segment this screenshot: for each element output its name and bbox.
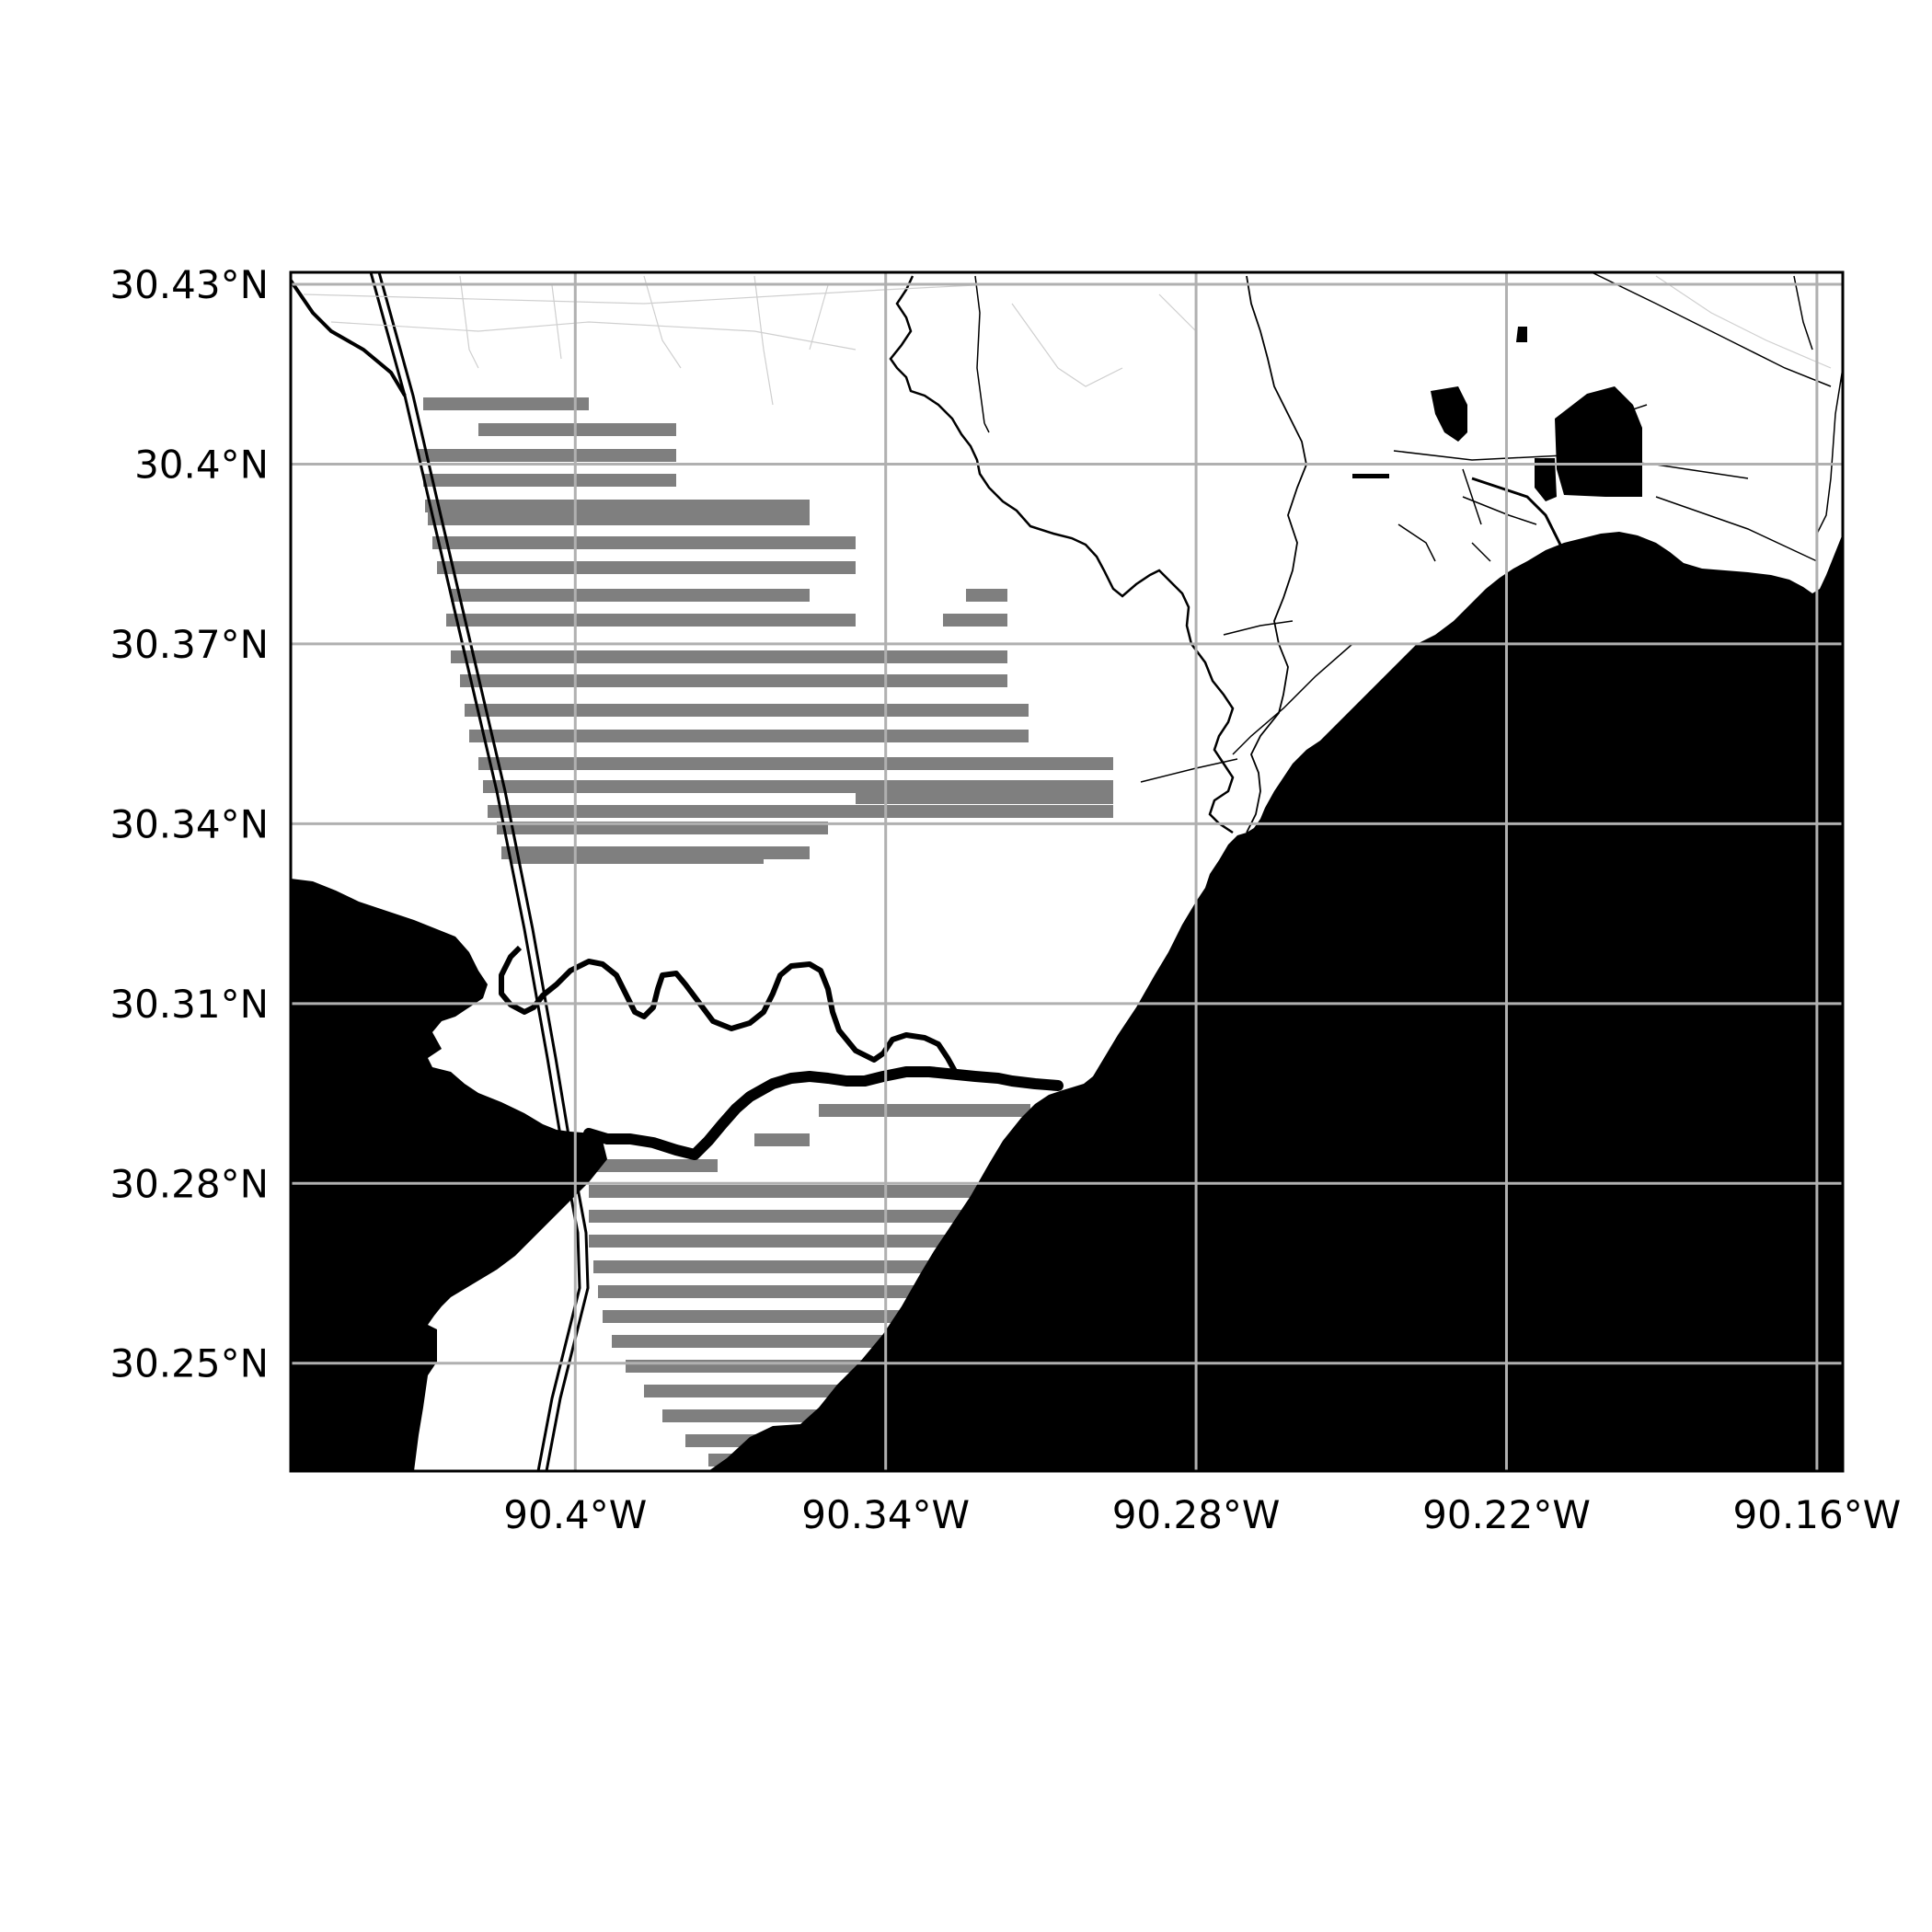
canal-northeast <box>1352 474 1389 478</box>
hatch-band-north-14 <box>478 757 1113 770</box>
y-tick-label-6: 30.25°N <box>109 1341 269 1386</box>
hatch-band-north-extra-1 <box>943 614 1007 627</box>
hatch-band-north-15 <box>483 780 1113 793</box>
protected-area-hatching-north <box>419 397 1113 864</box>
y-axis-tick-labels: 30.43°N 30.4°N 30.37°N 30.34°N 30.31°N 30.28°… <box>109 262 269 1386</box>
hatch-band-north-19 <box>511 851 764 864</box>
y-tick-label-3: 30.34°N <box>109 801 269 846</box>
highway-westbound <box>369 272 581 1471</box>
river-creek-north <box>889 275 1235 834</box>
hatch-band-north-9 <box>446 614 856 627</box>
y-tick-label-4: 30.31°N <box>109 982 269 1027</box>
hatch-band-south-7 <box>612 1335 892 1348</box>
hatch-band-north-16 <box>488 805 1113 818</box>
hatch-band-south-0 <box>589 1159 718 1172</box>
hatch-band-south-13 <box>754 1133 810 1146</box>
hatch-band-south-14 <box>819 1104 1030 1117</box>
map-frame <box>289 270 1845 1473</box>
hatch-band-north-4 <box>425 500 810 512</box>
road-northwest <box>291 279 407 397</box>
hatch-band-south-2 <box>589 1210 971 1223</box>
lake-water-east <box>708 532 1843 1471</box>
hatch-band-north-1 <box>478 423 676 436</box>
y-tick-label-0: 30.43°N <box>109 262 269 307</box>
y-tick-label-2: 30.37°N <box>109 622 269 667</box>
map-plot-area <box>291 272 1843 1471</box>
hatch-band-south-6 <box>603 1310 911 1323</box>
x-axis-tick-labels: 90.4°W 90.34°W 90.28°W 90.22°W 90.16°W <box>503 1492 1901 1537</box>
roads-north-dark <box>974 272 1843 783</box>
pond-northeast-2 <box>1555 386 1642 497</box>
hatch-band-north-12 <box>465 704 1029 717</box>
hatch-band-north-6 <box>432 536 856 549</box>
hatch-band-south-3 <box>589 1235 957 1248</box>
hatch-band-south-1 <box>589 1185 998 1198</box>
hatch-band-north-7 <box>437 561 856 574</box>
x-tick-label-0: 90.4°W <box>503 1492 647 1537</box>
hatch-band-north-8 <box>451 589 810 602</box>
pond-northeast-3 <box>1535 458 1557 501</box>
hatch-band-south-9 <box>644 1385 856 1397</box>
x-tick-label-2: 90.28°W <box>1112 1492 1281 1537</box>
hatch-band-south-4 <box>593 1260 938 1273</box>
hatch-band-north-13 <box>469 730 1029 742</box>
hatch-band-north-2 <box>419 449 676 462</box>
roads-north <box>303 275 1832 406</box>
hatch-band-north-5 <box>428 512 810 525</box>
lake-water-west <box>291 879 607 1471</box>
hatch-band-north-extra-0 <box>966 589 1007 602</box>
hatch-band-north-3 <box>423 474 676 487</box>
x-tick-label-1: 90.34°W <box>801 1492 970 1537</box>
x-tick-label-4: 90.16°W <box>1733 1492 1902 1537</box>
river-creek-east <box>1246 275 1307 834</box>
y-tick-label-1: 30.4°N <box>134 442 269 487</box>
hatch-band-north-11 <box>460 674 1007 687</box>
pond-northeast-1 <box>1431 386 1467 442</box>
pond-northeast-4 <box>1516 327 1527 342</box>
hatch-band-north-10 <box>451 650 1007 663</box>
hatch-band-north-0 <box>423 397 589 410</box>
x-tick-label-3: 90.22°W <box>1422 1492 1591 1537</box>
gridlines <box>291 272 1843 1471</box>
y-tick-label-5: 30.28°N <box>109 1161 269 1206</box>
hatch-band-north-extra-2 <box>856 791 1113 804</box>
hatch-band-south-10 <box>662 1409 833 1422</box>
protected-area-hatching-south <box>589 1104 1030 1466</box>
creek-northeast <box>1471 477 1566 553</box>
hatch-band-south-5 <box>598 1285 925 1298</box>
river-main <box>583 1066 1064 1160</box>
hatch-band-south-8 <box>626 1360 879 1373</box>
